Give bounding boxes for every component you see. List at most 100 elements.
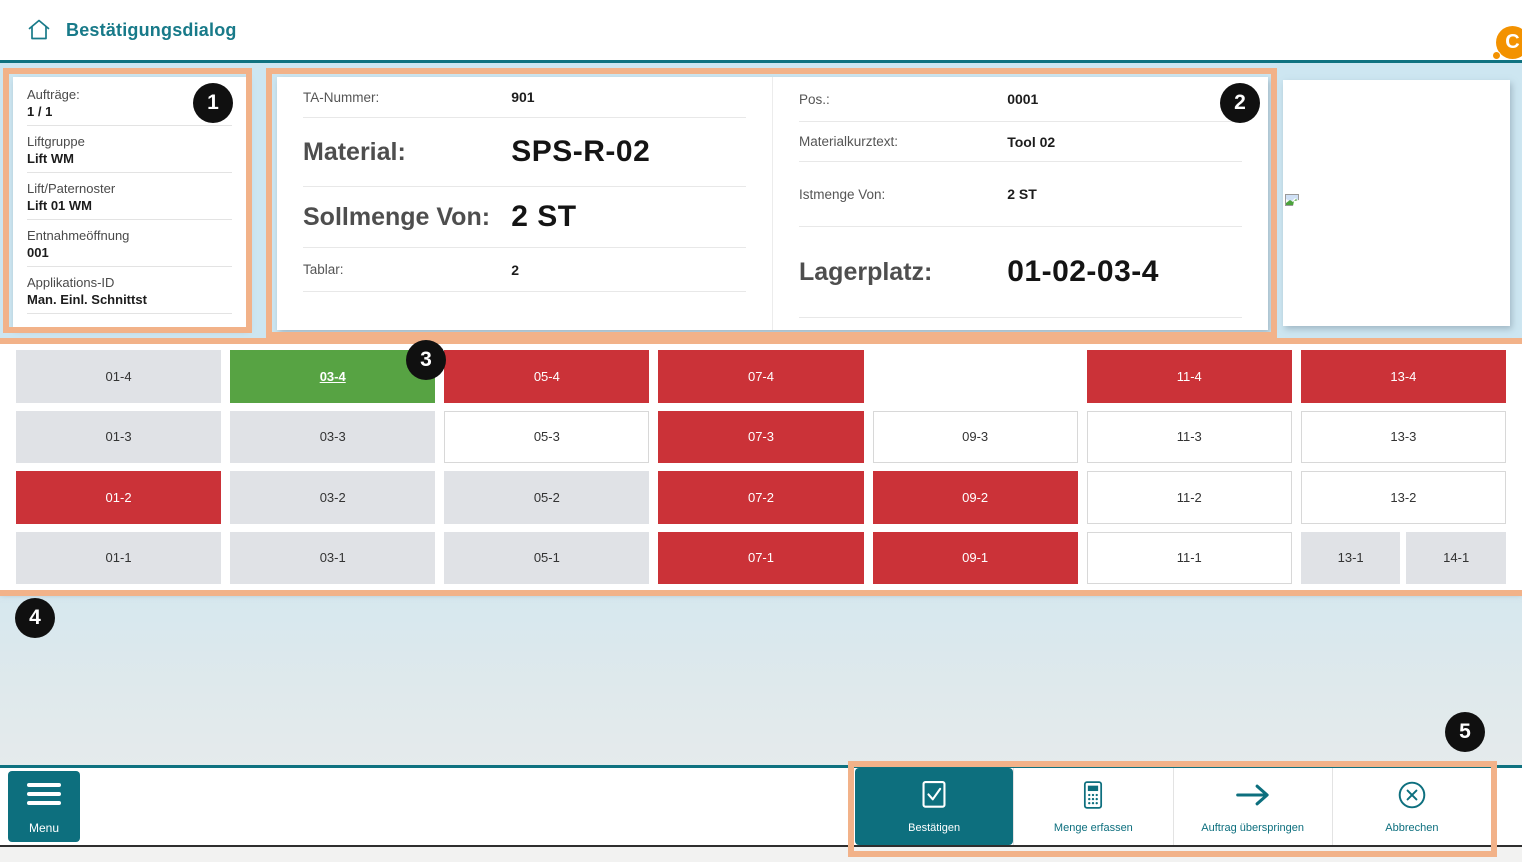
detail-value: 2 ST	[511, 200, 577, 233]
skip-order-button-label: Auftrag überspringen	[1201, 822, 1304, 834]
detail-value: Tool 02	[1007, 133, 1056, 150]
arrow-right-icon	[1235, 784, 1269, 806]
field-value: Lift 01 WM	[27, 198, 92, 213]
annotation-badge-5: 5	[1445, 712, 1485, 752]
storage-cell[interactable]: 09-3	[872, 410, 1078, 463]
menu-button-label: Menu	[28, 821, 60, 835]
storage-cell[interactable]: 11-4	[1086, 350, 1292, 403]
storage-cell[interactable]: 13-2	[1300, 471, 1506, 524]
detail-row-materialkurztext: Materialkurztext: Tool 02	[799, 122, 1242, 162]
hamburger-icon	[27, 783, 61, 805]
info-field-liftgruppe: Liftgruppe Lift WM	[27, 126, 232, 173]
field-value: 1 / 1	[27, 104, 53, 119]
calculator-icon	[1084, 781, 1103, 809]
skip-order-button[interactable]: Auftrag überspringen	[1172, 768, 1332, 845]
capture-quantity-button[interactable]: Menge erfassen	[1013, 768, 1173, 845]
storage-cell[interactable]: 11-3	[1086, 410, 1292, 463]
menu-button[interactable]: Menu	[8, 771, 80, 842]
header-divider	[0, 60, 1522, 63]
storage-cell[interactable]: 05-1	[444, 531, 650, 584]
field-label: Aufträge:	[27, 87, 80, 102]
detail-label: Lagerplatz:	[799, 257, 933, 286]
info-field-entnahmeoeffnung: Entnahmeöffnung 001	[27, 220, 232, 267]
confirm-button[interactable]: Bestätigen	[855, 768, 1014, 845]
storage-cell[interactable]: 11-2	[1086, 471, 1292, 524]
storage-cell[interactable]: 01-4	[16, 350, 222, 403]
detail-row-sollmenge: Sollmenge Von: 2 ST	[303, 187, 746, 248]
field-label: Liftgruppe	[27, 134, 85, 149]
annotation-badge-1: 1	[193, 83, 233, 123]
grid-empty-slot	[873, 350, 1078, 403]
annotation-badge-4: 4	[15, 598, 55, 638]
storage-cell[interactable]: 01-2	[16, 471, 222, 524]
detail-value: 2 ST	[1007, 186, 1037, 202]
grid-row-level-4: 01-4 03-4 05-4 07-4 11-4 13-4	[16, 350, 1506, 403]
storage-cell[interactable]: 13-4	[1300, 350, 1506, 403]
detail-value: 901	[511, 89, 535, 105]
storage-cell[interactable]: 05-3	[444, 410, 650, 463]
detail-label: Istmenge Von:	[799, 186, 886, 202]
detail-label: Materialkurztext:	[799, 134, 899, 149]
storage-cell[interactable]: 07-4	[658, 350, 864, 403]
cancel-button[interactable]: Abbrechen	[1331, 768, 1491, 845]
order-detail-panel: TA-Nummer: 901 Material: SPS-R-02 Sollme…	[277, 77, 1268, 330]
detail-row-ta-nummer: TA-Nummer: 901	[303, 77, 746, 118]
confirm-button-label: Bestätigen	[908, 822, 961, 834]
storage-cell[interactable]: 05-2	[444, 471, 650, 524]
cancel-button-label: Abbrechen	[1385, 822, 1439, 834]
storage-cell[interactable]: 09-2	[872, 471, 1078, 524]
header: Bestätigungsdialog	[0, 0, 1522, 60]
detail-label: Material:	[303, 137, 406, 166]
storage-cell[interactable]: 11-1	[1086, 531, 1292, 584]
detail-column-left: TA-Nummer: 901 Material: SPS-R-02 Sollme…	[277, 77, 772, 330]
storage-cell-selected[interactable]: 03-4	[230, 350, 436, 403]
page-title: Bestätigungsdialog	[66, 19, 237, 40]
storage-cell[interactable]: 01-1	[16, 531, 222, 584]
storage-cell[interactable]: 07-3	[658, 410, 864, 463]
field-value: 001	[27, 245, 49, 260]
detail-value: 2	[511, 261, 519, 278]
detail-label: Tablar:	[303, 262, 344, 277]
below-bar-strip	[0, 847, 1522, 862]
field-value: Lift WM	[27, 151, 74, 166]
bottom-bar-underline	[0, 845, 1522, 847]
bottom-bar-top-rule	[0, 765, 1522, 768]
field-label: Applikations-ID	[27, 275, 115, 290]
detail-value: SPS-R-02	[511, 135, 651, 168]
info-field-applikations-id: Applikations-ID Man. Einl. Schnittst	[27, 267, 232, 314]
storage-cell[interactable]: 07-1	[658, 531, 864, 584]
action-button-group: Bestätigen Menge erfassen Auftrag übersp…	[855, 768, 1491, 845]
detail-row-material: Material: SPS-R-02	[303, 118, 746, 187]
storage-cell[interactable]: 01-3	[16, 410, 222, 463]
grid-split-column: 13-1 14-1	[1300, 531, 1506, 584]
storage-cell[interactable]: 03-1	[230, 531, 436, 584]
home-icon[interactable]	[26, 18, 52, 42]
storage-cell[interactable]: 07-2	[658, 471, 864, 524]
capture-quantity-button-label: Menge erfassen	[1053, 822, 1133, 834]
logo-letter: C	[1505, 31, 1520, 53]
storage-cell[interactable]: 13-3	[1300, 410, 1506, 463]
brand-logo-icon: C	[1492, 26, 1522, 60]
circle-x-icon	[1398, 781, 1426, 809]
storage-cell[interactable]: 09-1	[872, 531, 1078, 584]
storage-cell[interactable]: 05-4	[444, 350, 650, 403]
storage-cell[interactable]: 03-3	[230, 410, 436, 463]
detail-row-pos: Pos.: 0001	[799, 77, 1242, 122]
field-value: Man. Einl. Schnittst	[27, 292, 147, 307]
storage-location-grid: 01-4 03-4 05-4 07-4 11-4 13-4 01-3 03-3 …	[0, 344, 1522, 590]
grid-row-level-3: 01-3 03-3 05-3 07-3 09-3 11-3 13-3	[16, 410, 1506, 463]
storage-cell[interactable]: 14-1	[1406, 531, 1506, 584]
annotation-badge-2: 2	[1220, 83, 1260, 123]
info-field-auftraege: Aufträge: 1 / 1	[27, 79, 232, 126]
detail-value: 0001	[1007, 91, 1039, 107]
field-label: Lift/Paternoster	[27, 181, 116, 196]
material-image-panel	[1283, 80, 1510, 326]
grid-row-level-1: 01-1 03-1 05-1 07-1 09-1 11-1 13-1 14-1	[16, 531, 1506, 584]
storage-cell[interactable]: 13-1	[1300, 531, 1401, 584]
storage-cell[interactable]: 03-2	[230, 471, 436, 524]
detail-value: 01-02-03-4	[1007, 255, 1159, 288]
checkbox-checked-icon	[922, 781, 946, 808]
detail-row-lagerplatz: Lagerplatz: 01-02-03-4	[799, 227, 1242, 318]
annotation-badge-3: 3	[406, 340, 446, 380]
